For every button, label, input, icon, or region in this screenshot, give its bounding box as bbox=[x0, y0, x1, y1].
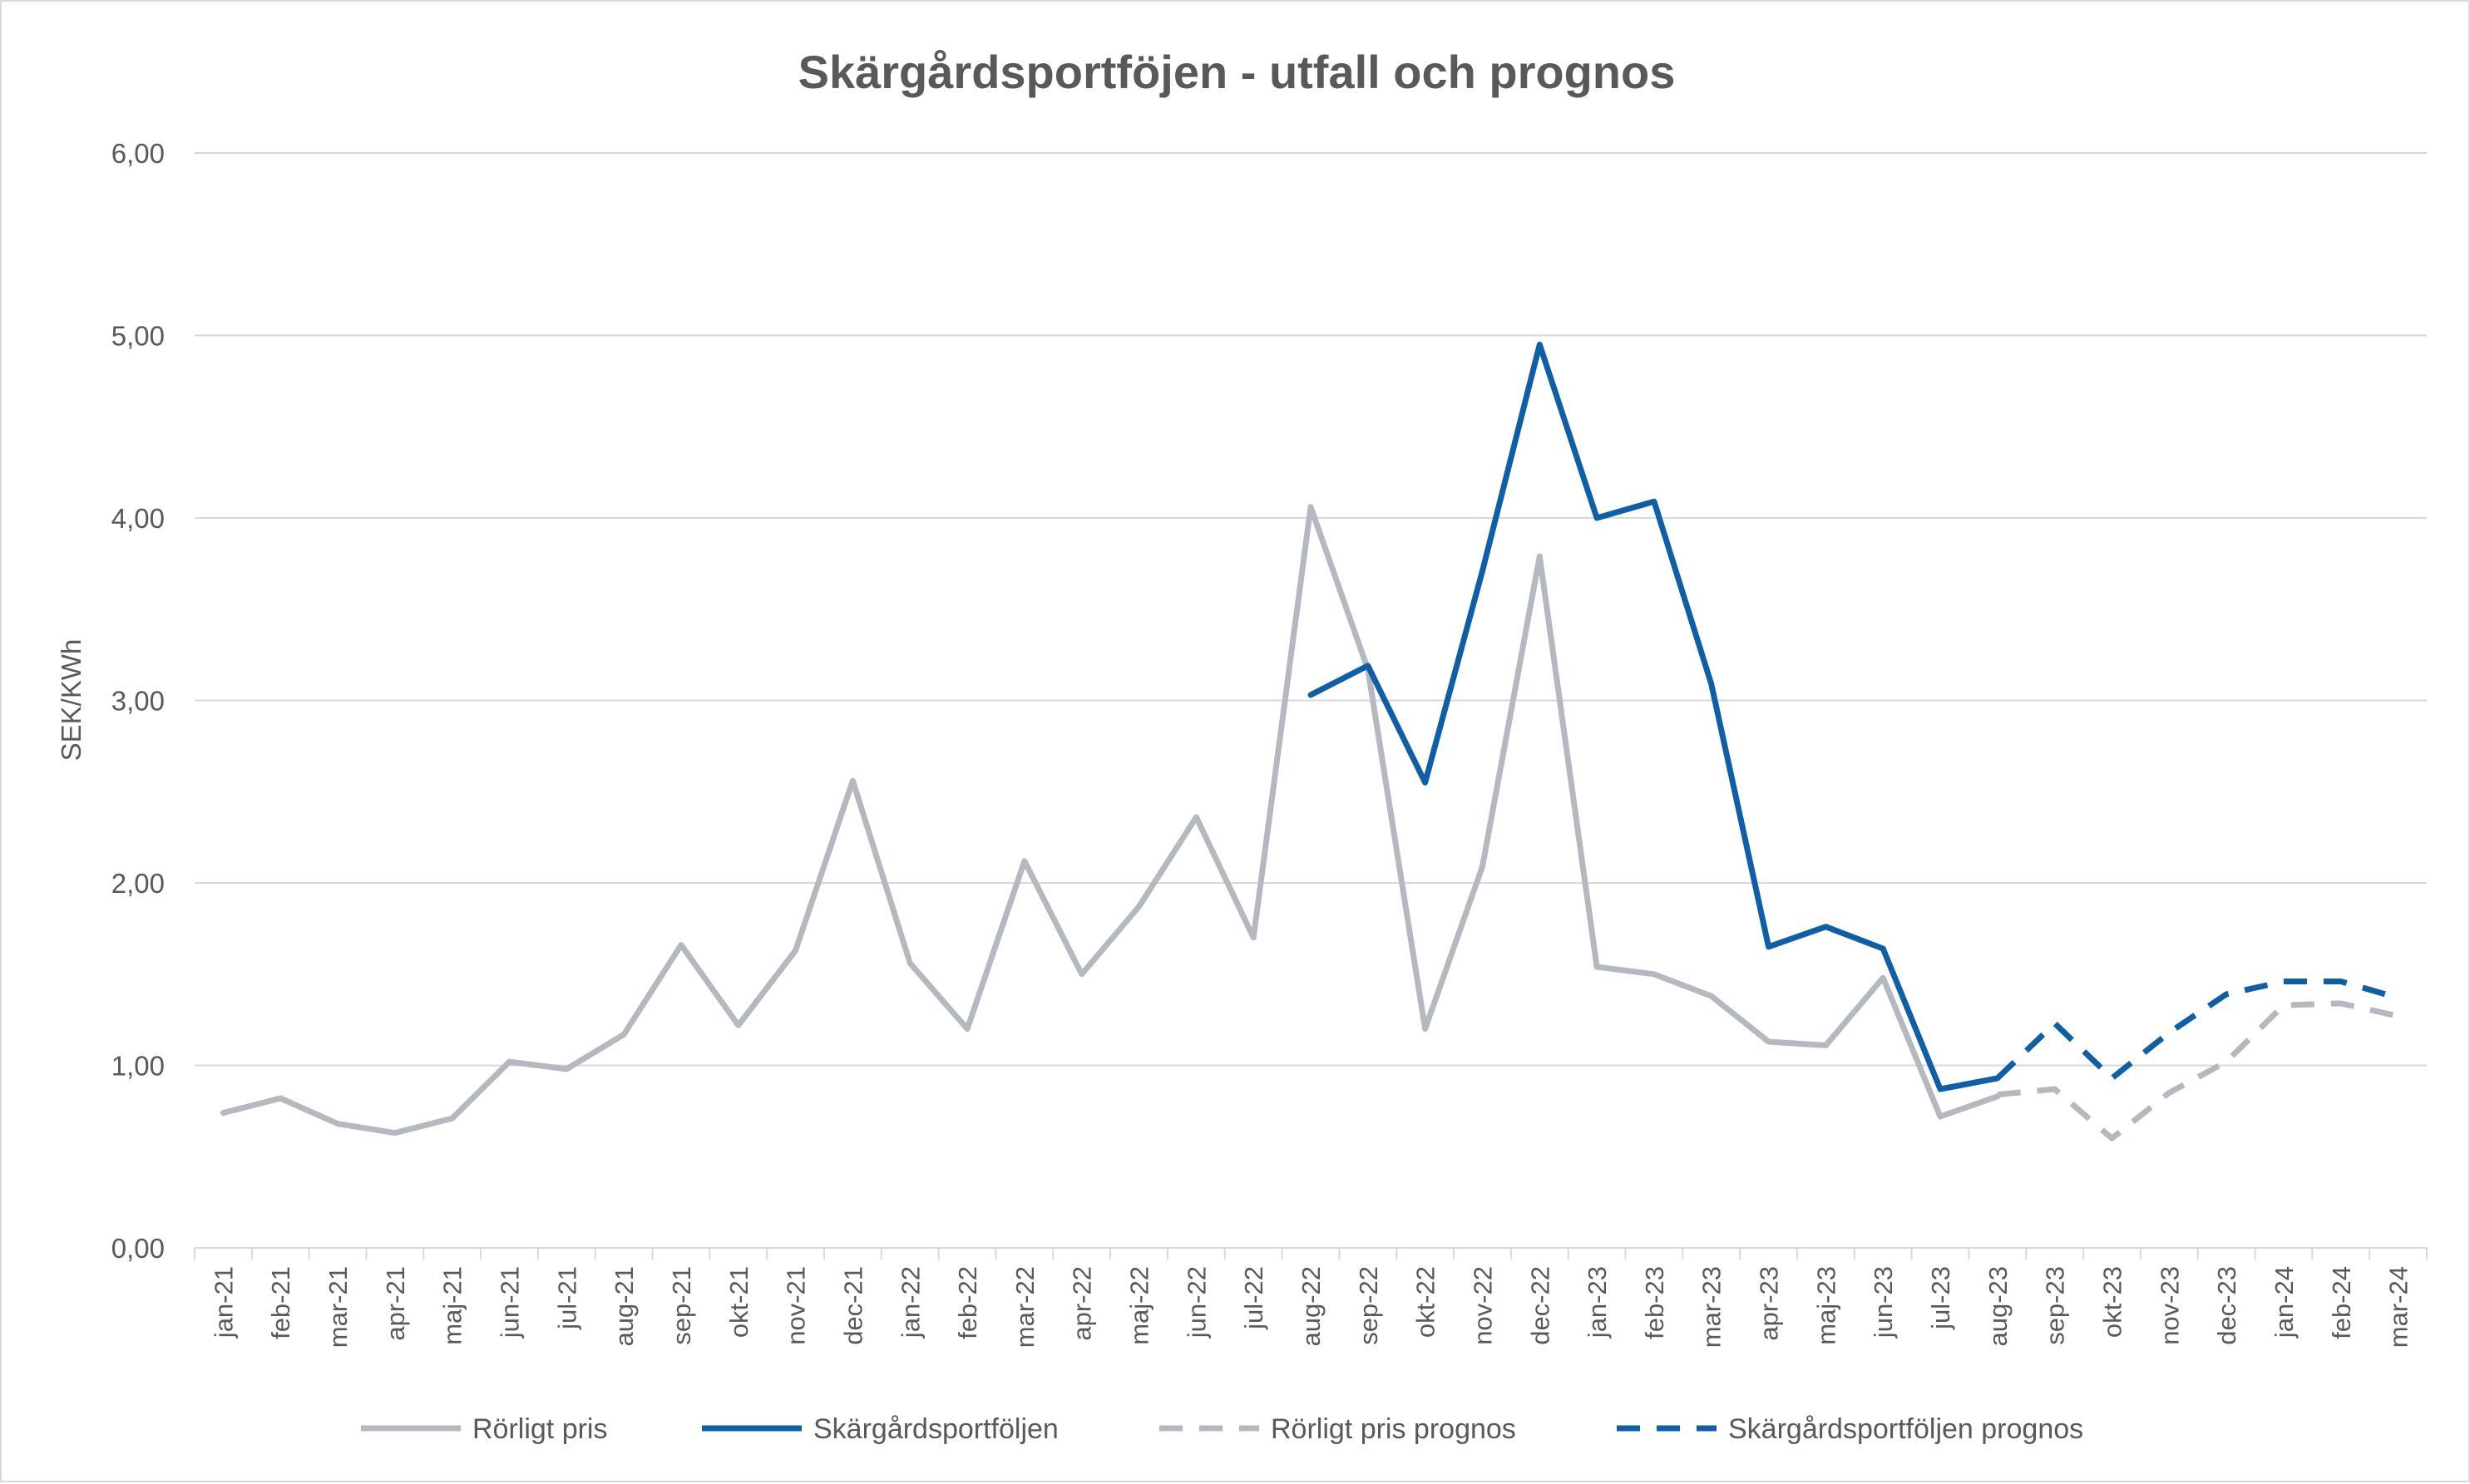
x-tick-label: mar-21 bbox=[324, 1266, 353, 1348]
x-tick-label: jun-21 bbox=[496, 1266, 525, 1339]
x-tick-label: jan-21 bbox=[209, 1266, 238, 1339]
x-tick-label: dec-21 bbox=[838, 1266, 867, 1345]
y-tick-label: 1,00 bbox=[111, 1051, 165, 1082]
legend-label: Skärgårdsportföljen bbox=[813, 1413, 1059, 1445]
x-tick-label: jul-22 bbox=[1239, 1266, 1268, 1330]
grid-lines bbox=[195, 152, 2427, 1067]
x-tick-label: okt-21 bbox=[724, 1266, 753, 1338]
y-tick-label: 2,00 bbox=[111, 868, 165, 899]
x-tick-label: feb-22 bbox=[953, 1266, 982, 1339]
y-tick-label: 6,00 bbox=[111, 138, 165, 169]
x-tick-label: maj-23 bbox=[1811, 1266, 1840, 1345]
x-tick-label: feb-24 bbox=[2327, 1266, 2356, 1339]
series-line-sk-rg-rdsportf-ljen bbox=[1307, 342, 2001, 1092]
legend: Rörligt pris Skärgårdsportföljen Rörligt p… bbox=[361, 1413, 2083, 1445]
x-tick-label: okt-23 bbox=[2097, 1266, 2127, 1338]
x-tick-label: aug-22 bbox=[1297, 1266, 1326, 1347]
x-tick-label: jun-22 bbox=[1182, 1266, 1211, 1339]
x-tick-label: jun-23 bbox=[1869, 1266, 1898, 1339]
x-tick-label: apr-22 bbox=[1068, 1266, 1097, 1341]
series-line-sk-rg-rdsportf-ljen-prognos bbox=[1995, 979, 2399, 1082]
y-tick-label: 0,00 bbox=[111, 1233, 165, 1264]
series-lines bbox=[220, 342, 2399, 1141]
x-tick-label: apr-23 bbox=[1755, 1266, 1784, 1341]
x-tick-label: maj-22 bbox=[1125, 1266, 1154, 1345]
x-tick-label: okt-22 bbox=[1411, 1266, 1440, 1338]
x-tick-label: nov-22 bbox=[1468, 1266, 1497, 1345]
x-tick-label: nov-23 bbox=[2155, 1266, 2184, 1345]
chart-title: Skärgårdsportföjen - utfall och prognos bbox=[798, 46, 1676, 98]
series-line-r-rligt-pris bbox=[220, 504, 2001, 1136]
x-tick-label: jul-23 bbox=[1926, 1266, 1955, 1330]
x-axis: jan-21 feb-21 mar-21 apr-21 maj-21 jun-21 jul-… bbox=[194, 1247, 2428, 1348]
y-tick-label: 3,00 bbox=[111, 686, 165, 717]
x-tick-label: dec-22 bbox=[1525, 1266, 1554, 1345]
y-axis-tick-labels: 0,00 1,00 2,00 3,00 4,00 5,00 6,00 bbox=[111, 138, 165, 1264]
x-tick-label: mar-24 bbox=[2384, 1266, 2413, 1348]
x-tick-label: feb-21 bbox=[266, 1266, 295, 1339]
x-tick-label: nov-21 bbox=[782, 1266, 811, 1345]
x-tick-label: aug-21 bbox=[610, 1266, 639, 1347]
x-tick-label: sep-22 bbox=[1354, 1266, 1383, 1345]
series-line-r-rligt-pris-prognos bbox=[1997, 1000, 2399, 1141]
x-tick-label: dec-23 bbox=[2212, 1266, 2241, 1345]
x-tick-label: sep-23 bbox=[2041, 1266, 2070, 1345]
x-tick-label: jul-21 bbox=[552, 1266, 581, 1330]
legend-label: Rörligt pris bbox=[472, 1413, 607, 1445]
legend-label: Skärgårdsportföljen prognos bbox=[1728, 1413, 2083, 1445]
x-tick-label: mar-22 bbox=[1010, 1266, 1040, 1348]
x-tick-label: sep-21 bbox=[667, 1266, 696, 1345]
x-tick-label: mar-23 bbox=[1697, 1266, 1727, 1348]
y-tick-label: 5,00 bbox=[111, 321, 165, 352]
x-tick-label: feb-23 bbox=[1640, 1266, 1669, 1339]
x-tick-label: jan-23 bbox=[1583, 1266, 1612, 1339]
y-axis-label: SEK/KWh bbox=[56, 639, 86, 762]
x-tick-label: apr-21 bbox=[381, 1266, 410, 1341]
x-tick-label: jan-22 bbox=[896, 1266, 925, 1339]
y-tick-label: 4,00 bbox=[111, 503, 165, 534]
x-tick-label: maj-21 bbox=[438, 1266, 467, 1345]
legend-label: Rörligt pris prognos bbox=[1271, 1413, 1516, 1445]
x-tick-label: aug-23 bbox=[1983, 1266, 2013, 1347]
x-tick-label: jan-24 bbox=[2270, 1266, 2299, 1339]
